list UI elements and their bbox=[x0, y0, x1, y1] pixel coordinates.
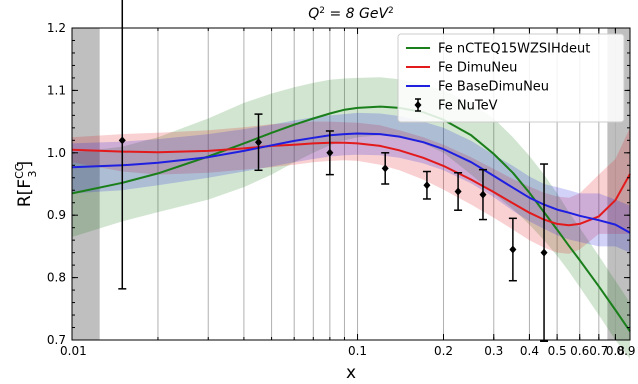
x-tick-label: 0.5 bbox=[548, 344, 567, 358]
data-point bbox=[118, 0, 127, 290]
line-fe-basedimuneu bbox=[71, 132, 631, 234]
x-tick-label: 0.1 bbox=[348, 344, 367, 358]
y-tick-label: 1.1 bbox=[47, 83, 66, 97]
data-point bbox=[381, 152, 390, 185]
x-tick-label: 0.9 bbox=[616, 344, 635, 358]
chart-title: Q2 = 8 GeV2 bbox=[308, 6, 394, 22]
data-point bbox=[325, 130, 334, 176]
band-fe-ncteq15wzsihdeut bbox=[72, 77, 630, 359]
y-tick-label: 0.7 bbox=[47, 333, 66, 347]
legend-label: Fe nCTEQ15WZSIHdeut bbox=[438, 42, 590, 57]
legend-marker bbox=[414, 101, 422, 109]
band-fe-basedimuneu bbox=[72, 112, 630, 253]
x-axis-label: x bbox=[346, 363, 356, 383]
legend-label: Fe DimuNeu bbox=[438, 61, 517, 76]
plot-frame bbox=[71, 27, 631, 341]
x-tick-label: 0.6 bbox=[570, 344, 589, 358]
y-tick-label: 0.9 bbox=[47, 208, 66, 222]
data-marker bbox=[326, 148, 334, 157]
data-marker bbox=[381, 164, 389, 173]
data-point bbox=[254, 113, 263, 172]
y-tick-label: 1.2 bbox=[47, 21, 66, 35]
line-fe-dimuneu bbox=[71, 141, 631, 227]
x-tick-label: 0.8 bbox=[606, 344, 625, 358]
x-tick-label: 0.3 bbox=[484, 344, 503, 358]
data-marker bbox=[540, 248, 548, 257]
data-marker bbox=[255, 138, 263, 147]
data-marker bbox=[509, 245, 517, 254]
data-point bbox=[508, 217, 517, 282]
x-tick-label: 0.4 bbox=[520, 344, 539, 358]
data-marker bbox=[479, 190, 487, 199]
legend-label: Fe NuTeV bbox=[438, 99, 498, 114]
y-axis-label: R[FCC3] bbox=[13, 161, 39, 207]
legend: Fe nCTEQ15WZSIHdeut Fe DimuNeu Fe BaseDimu… bbox=[397, 33, 625, 123]
x-tick-label: 0.7 bbox=[589, 344, 608, 358]
data-marker bbox=[423, 181, 431, 190]
data-point bbox=[454, 172, 463, 211]
data-point bbox=[422, 170, 431, 200]
x-tick-label: 0.2 bbox=[434, 344, 453, 358]
legend-label: Fe BaseDimuNeu bbox=[438, 80, 549, 95]
y-tick-label: 1.0 bbox=[47, 146, 66, 160]
data-marker bbox=[454, 187, 462, 196]
y-tick-label: 0.8 bbox=[47, 271, 66, 285]
data-point bbox=[540, 163, 549, 342]
data-point bbox=[478, 168, 487, 221]
legend-box bbox=[397, 33, 625, 123]
excluded-region-0 bbox=[72, 28, 100, 340]
data-marker bbox=[118, 136, 126, 145]
x-tick-label: 0.01 bbox=[60, 344, 87, 358]
